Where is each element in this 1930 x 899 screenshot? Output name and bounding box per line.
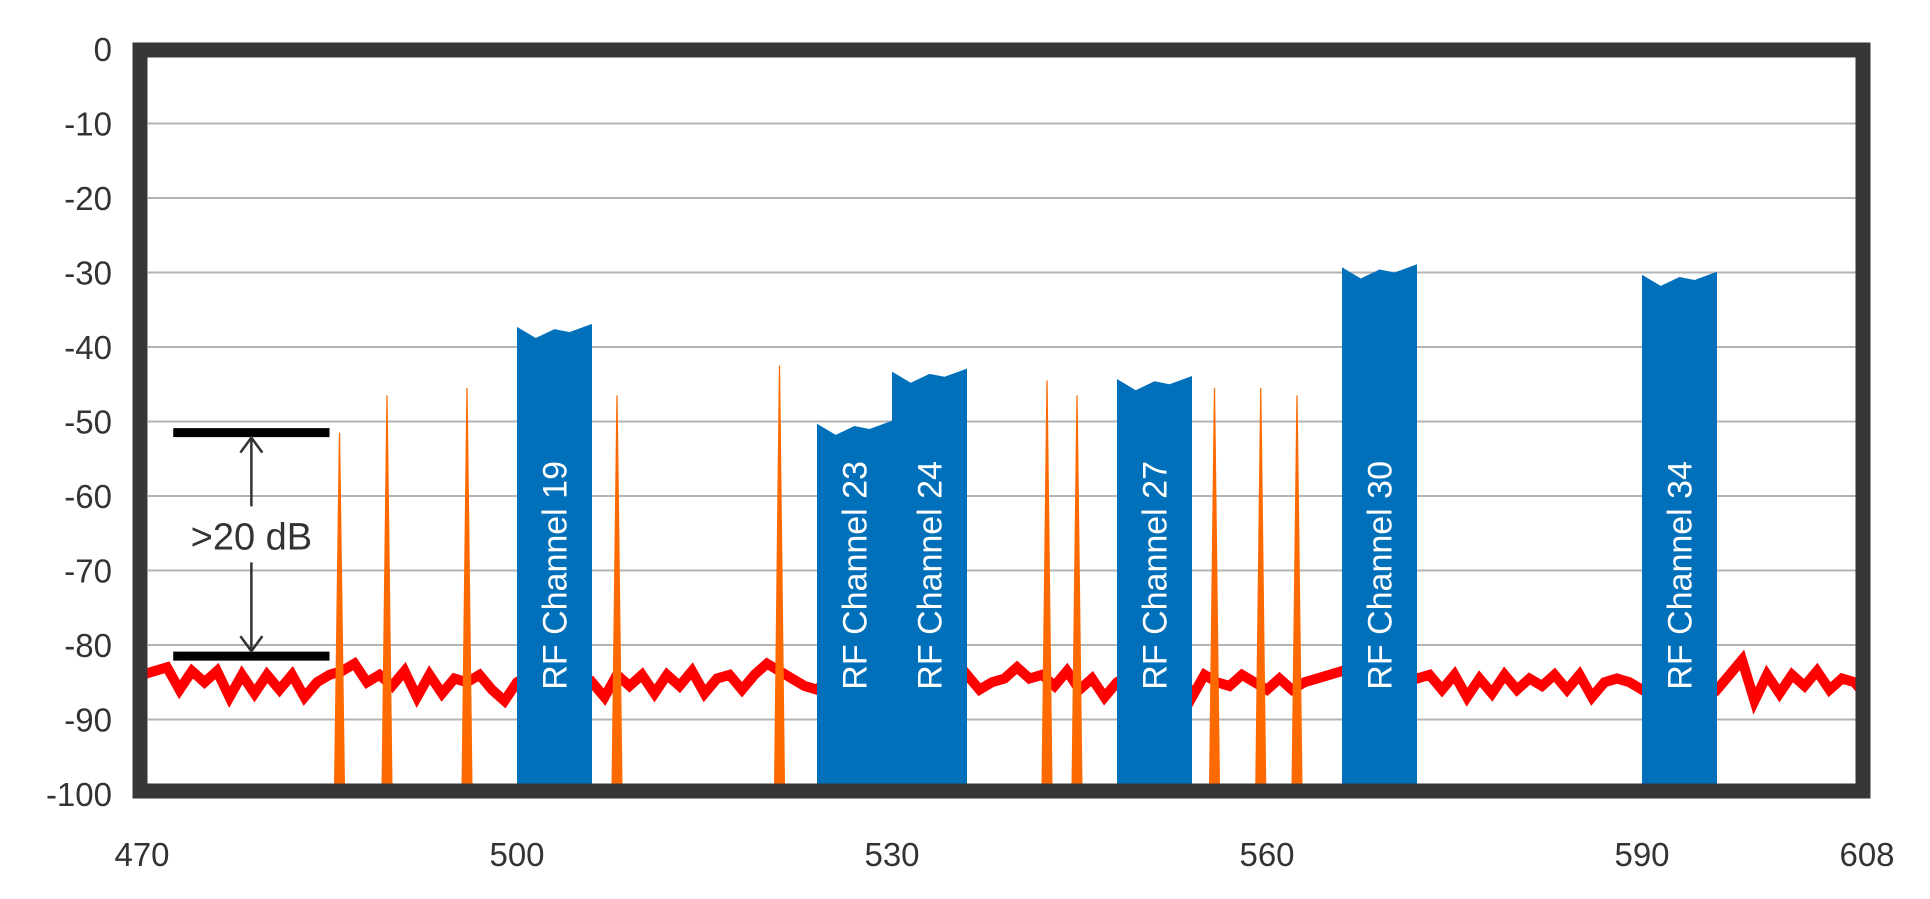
channel-label: RF Channel 24 [912,461,950,690]
channel-bar [1117,376,1192,794]
y-tick-label: -40 [64,329,112,366]
spike [773,365,786,794]
x-tick-label: 530 [864,836,919,873]
noise-floor-series [140,649,1871,715]
spike [1071,395,1083,794]
y-tick-label: 0 [94,31,112,68]
channel-bar [1642,271,1717,794]
channel-bar [517,323,592,794]
spike [1255,387,1267,794]
annotation-label: >20 dB [191,516,313,558]
x-tick-label: 500 [489,836,544,873]
channel-label: RF Channel 19 [537,461,575,690]
channel-label: RF Channel 34 [1662,461,1700,690]
channel-bars: RF Channel 19 RF Channel 23 RF Channel 24 R… [517,264,1717,794]
noise-floor-line [140,649,1871,715]
spike [1291,395,1303,794]
channel-label: RF Channel 27 [1137,461,1175,690]
y-tick-label: -60 [64,478,112,515]
spike-series [333,365,1303,794]
y-tick-label: -80 [64,627,112,664]
spike [381,395,393,794]
x-tick-label: 470 [114,836,169,873]
y-tick-label: -50 [64,404,112,441]
y-tick-label: -100 [46,776,112,813]
y-tick-label: -90 [64,702,112,739]
arrow-down-head-icon [239,635,264,654]
x-tick-label: 560 [1239,836,1294,873]
channel-bar [1342,264,1417,794]
spike [461,387,473,794]
channel-bar [817,420,892,794]
y-tick-label: -30 [64,255,112,292]
spike [1041,380,1053,794]
spike [1208,387,1221,794]
y-tick-label: -70 [64,553,112,590]
x-axis-ticks: 470 500 530 560 590 608 [114,836,1894,873]
x-tick-label: 590 [1614,836,1669,873]
arrow-up-head-icon [239,435,264,454]
level-difference-annotation: >20 dB [173,428,330,661]
x-tick-label: 608 [1839,836,1894,873]
plot-frame [132,42,1871,799]
spike [611,395,623,794]
channel-label: RF Channel 23 [837,461,875,690]
spike [333,432,346,794]
y-tick-label: -20 [64,180,112,217]
channel-label: RF Channel 30 [1362,461,1400,690]
y-tick-label: -10 [64,106,112,143]
channel-bar [892,368,967,794]
y-axis-ticks: 0 -10 -20 -30 -40 -50 -60 -70 -80 -90 -100 [46,31,112,813]
